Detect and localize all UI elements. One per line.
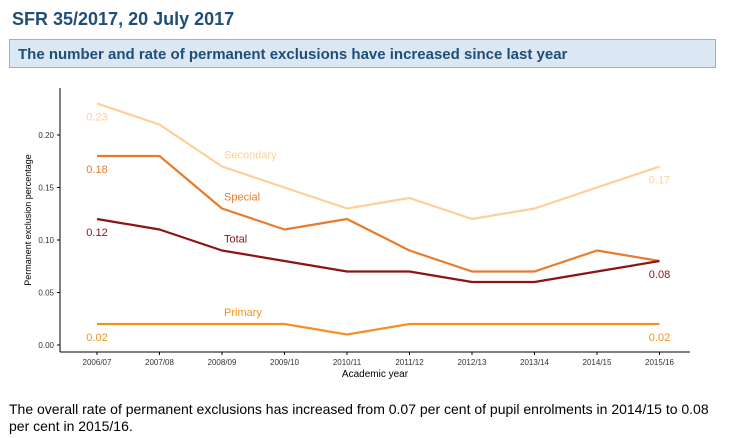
x-axis-title: Academic year <box>342 369 409 380</box>
x-tick-label: 2006/07 <box>83 358 112 367</box>
series-line-secondary <box>96 102 660 221</box>
x-tick-label: 2007/08 <box>145 358 174 367</box>
x-tick-label: 2010/11 <box>333 358 362 367</box>
y-tick-label: 0.05 <box>38 289 54 298</box>
series-name-label: Primary <box>224 307 262 319</box>
series-line-primary <box>97 322 660 336</box>
headline-banner: The number and rate of permanent exclusi… <box>9 39 716 68</box>
chart-labels: 0.23 0.17 Secondary 0.18 Special 0.12 0.08 Tota… <box>86 112 670 345</box>
chart-axes: 0.00 0.05 0.10 0.15 0.20 2006/07 2007/08 2008/0… <box>23 88 690 380</box>
chart-series <box>96 102 660 336</box>
y-tick-label: 0.15 <box>38 184 54 193</box>
series-line-special <box>97 154 660 273</box>
x-tick-label: 2008/09 <box>208 358 237 367</box>
start-value-label: 0.12 <box>86 227 107 239</box>
report-title: SFR 35/2017, 20 July 2017 <box>12 9 235 29</box>
y-tick-label: 0.10 <box>38 236 54 245</box>
x-tick-label: 2009/10 <box>270 358 299 367</box>
summary-caption: The overall rate of permanent exclusions… <box>9 401 709 434</box>
x-tick-label: 2014/15 <box>583 358 612 367</box>
x-tick-label: 2013/14 <box>520 358 549 367</box>
x-tick-label: 2012/13 <box>458 358 487 367</box>
series-line-total <box>96 217 660 284</box>
exclusion-rate-chart: 0.00 0.05 0.10 0.15 0.20 2006/07 2007/08 2008/0… <box>23 88 690 380</box>
end-value-label: 0.02 <box>649 332 670 344</box>
x-tick-label: 2011/12 <box>395 358 424 367</box>
y-tick-label: 0.20 <box>38 131 54 140</box>
start-value-label: 0.23 <box>86 112 107 124</box>
series-name-label: Secondary <box>224 150 277 162</box>
y-tick-label: 0.00 <box>38 341 54 350</box>
start-value-label: 0.02 <box>86 332 107 344</box>
headline-text: The number and rate of permanent exclusi… <box>18 46 568 63</box>
start-value-label: 0.18 <box>86 164 107 176</box>
y-axis-title: Permanent exclusion percentage <box>23 154 33 286</box>
series-name-label: Special <box>224 192 260 204</box>
end-value-label: 0.08 <box>649 269 670 281</box>
x-tick-label: 2015/16 <box>645 358 674 367</box>
end-value-label: 0.17 <box>649 175 670 187</box>
series-name-label: Total <box>224 234 247 246</box>
